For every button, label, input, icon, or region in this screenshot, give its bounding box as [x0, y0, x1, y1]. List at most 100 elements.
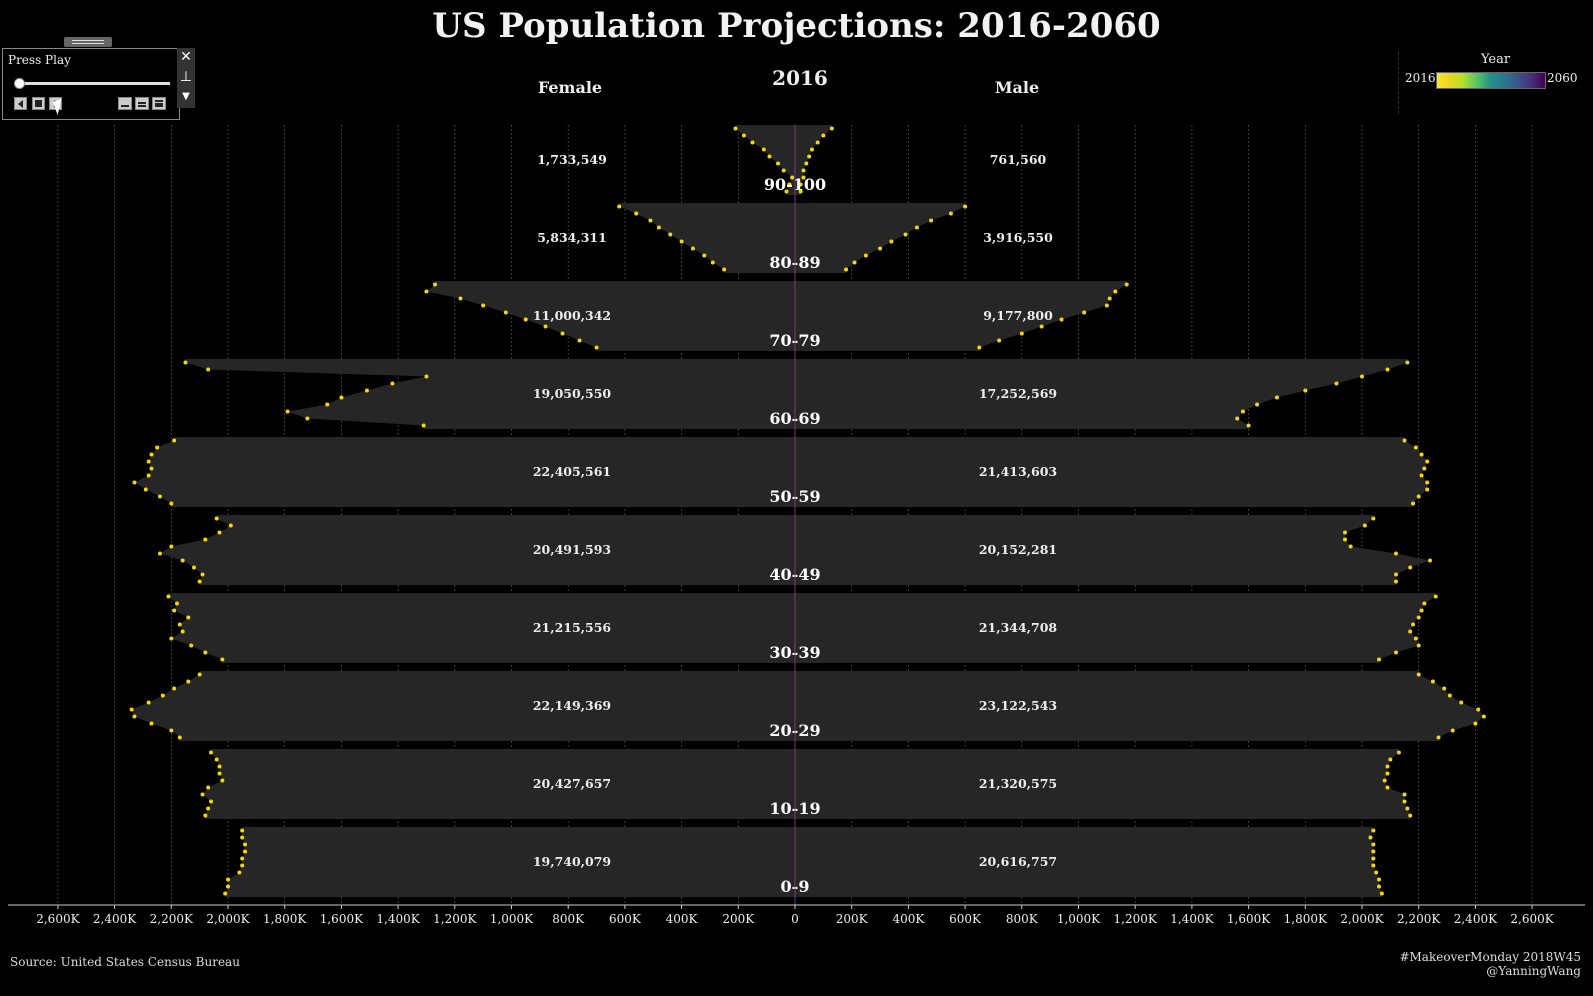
- dot-male: [1422, 466, 1427, 471]
- dot-female: [129, 707, 134, 712]
- dot-male: [1447, 693, 1452, 698]
- dot-female: [458, 296, 463, 301]
- dot-female: [243, 842, 248, 847]
- dot-male: [948, 211, 953, 216]
- x-tick-label: 2,400K: [1454, 912, 1498, 926]
- play-button[interactable]: [49, 97, 62, 110]
- dot-male: [1235, 416, 1240, 421]
- dot-female: [226, 877, 230, 882]
- dot-female: [560, 331, 565, 336]
- dot-female: [183, 360, 188, 365]
- dot-female: [191, 565, 196, 570]
- dot-female: [217, 530, 222, 535]
- dot-female: [169, 501, 174, 506]
- dot-male: [1405, 360, 1410, 365]
- previous-button[interactable]: [14, 97, 27, 110]
- dot-male: [1442, 686, 1447, 691]
- dot-female: [169, 728, 174, 733]
- dot-female: [220, 657, 225, 662]
- x-tick-label: 200K: [836, 912, 869, 926]
- x-tick-label: 0: [791, 912, 799, 926]
- dot-male: [1377, 884, 1382, 889]
- dot-male: [1425, 459, 1430, 464]
- player-slider-thumb[interactable]: [14, 78, 25, 89]
- bar-male-40-49: [795, 515, 1431, 585]
- dot-female: [503, 310, 508, 315]
- dot-male: [1360, 374, 1364, 379]
- x-tick-label: 1,600K: [320, 912, 364, 926]
- player-slider-track[interactable]: [17, 82, 170, 85]
- dot-female: [285, 409, 290, 414]
- x-tick-label: 1,600K: [1227, 912, 1271, 926]
- close-icon[interactable]: ✕: [180, 49, 192, 65]
- dot-female: [432, 282, 437, 287]
- speed-slow-button[interactable]: [118, 97, 132, 110]
- chevron-down-icon[interactable]: ▼: [182, 91, 190, 102]
- male-value-label: 20,616,757: [979, 854, 1057, 869]
- dot-female: [577, 338, 582, 343]
- dot-male: [1124, 282, 1129, 287]
- bar-female-40-49: [159, 515, 795, 585]
- dot-female: [523, 317, 528, 322]
- dot-male: [1019, 331, 1024, 336]
- male-value-label: 23,122,543: [979, 698, 1057, 713]
- dot-female: [781, 168, 786, 173]
- dot-male: [1104, 303, 1109, 308]
- dot-female: [668, 232, 673, 237]
- credit-line-author: @YanningWang: [1486, 964, 1581, 978]
- speed-medium-button[interactable]: [135, 97, 149, 110]
- current-year-label: 2016: [772, 66, 828, 90]
- dot-male: [1419, 608, 1424, 613]
- x-tick-label: 400K: [666, 912, 699, 926]
- dot-female: [339, 395, 344, 400]
- male-value-label: 17,252,569: [979, 386, 1057, 401]
- dot-female: [177, 735, 182, 740]
- dot-female: [761, 147, 766, 152]
- dot-female: [217, 764, 222, 769]
- female-value-label: 20,427,657: [533, 776, 611, 791]
- dot-male: [815, 140, 820, 145]
- dot-female: [424, 289, 429, 294]
- dot-female: [174, 601, 179, 606]
- stop-button[interactable]: [32, 97, 45, 110]
- dot-male: [1425, 480, 1430, 485]
- dot-male: [1374, 870, 1379, 875]
- bar-male-30-39: [795, 593, 1436, 663]
- chart-title: US Population Projections: 2016-2060: [432, 6, 1161, 46]
- dot-male: [1368, 835, 1373, 840]
- dot-female: [200, 792, 205, 797]
- male-value-label: 761,560: [990, 152, 1047, 167]
- dot-female: [594, 345, 599, 350]
- dot-female: [203, 537, 208, 542]
- dot-male: [1371, 863, 1376, 868]
- dot-female: [790, 175, 795, 180]
- dot-male: [1411, 622, 1416, 627]
- dot-male: [1419, 473, 1424, 478]
- dot-female: [775, 161, 780, 166]
- dot-female: [208, 750, 213, 755]
- bar-male-60-69: [795, 359, 1408, 429]
- dot-male: [1425, 487, 1430, 492]
- speed-fast-button[interactable]: [152, 97, 166, 110]
- bar-male-50-59: [795, 437, 1428, 507]
- dot-female: [481, 303, 486, 308]
- dot-female: [189, 643, 194, 648]
- dot-female: [648, 218, 653, 223]
- dot-female: [226, 884, 230, 889]
- dot-female: [679, 239, 684, 244]
- player-drag-handle[interactable]: [64, 37, 112, 47]
- dot-male: [863, 253, 868, 258]
- legend-min-label: 2016: [1405, 71, 1436, 85]
- dot-male: [1377, 877, 1382, 882]
- pin-icon[interactable]: ⊥: [179, 69, 193, 85]
- dot-male: [1408, 565, 1413, 570]
- bar-female-60-69: [185, 359, 796, 429]
- dot-male: [1385, 771, 1390, 776]
- single-age-dots: [129, 126, 1486, 896]
- female-value-label: 1,733,549: [537, 152, 607, 167]
- dot-male: [1408, 813, 1413, 818]
- bar-male-20-29: [795, 671, 1484, 741]
- dot-female: [177, 622, 182, 627]
- dot-female: [240, 835, 245, 840]
